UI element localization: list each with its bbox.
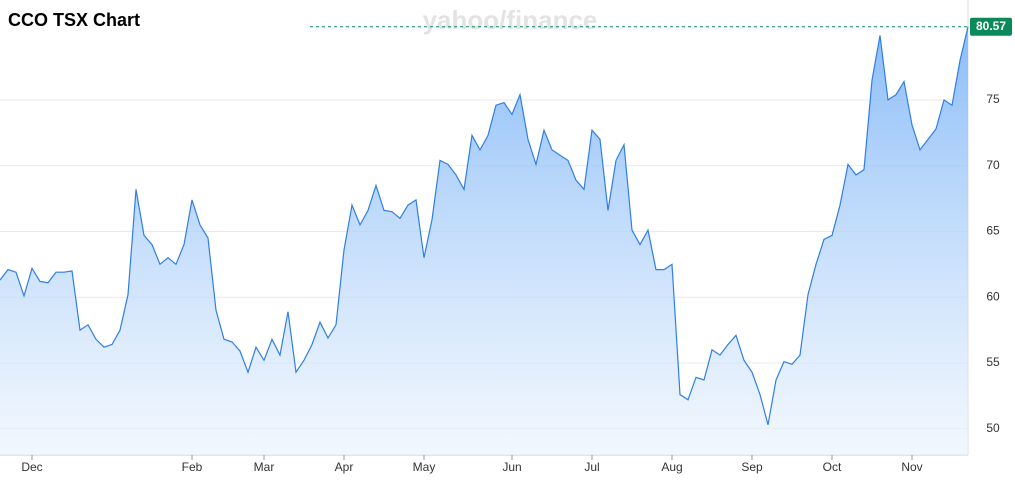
x-tick-label: Apr xyxy=(335,460,354,474)
x-tick-label: Nov xyxy=(901,460,922,474)
y-tick-label: 70 xyxy=(986,158,1000,172)
x-tick-label: Oct xyxy=(823,460,842,474)
y-tick-label: 60 xyxy=(986,289,1000,303)
x-tick-label: Jun xyxy=(502,460,521,474)
y-tick-label: 50 xyxy=(986,421,1000,435)
y-tick-label: 75 xyxy=(986,92,1000,106)
x-tick-label: Jul xyxy=(584,460,599,474)
y-tick-label: 65 xyxy=(986,224,1000,238)
last-price-box xyxy=(970,17,1012,36)
x-tick-label: Aug xyxy=(661,460,682,474)
last-price-label: 80.57 xyxy=(976,19,1006,33)
y-tick-label: 55 xyxy=(986,355,1000,369)
x-tick-label: Mar xyxy=(254,460,275,474)
x-tick-label: May xyxy=(413,460,436,474)
x-tick-label: Sep xyxy=(741,460,763,474)
price-line xyxy=(0,26,969,425)
chart-title: CCO TSX Chart xyxy=(8,10,140,30)
watermark: yahoo/finance xyxy=(423,5,598,35)
x-tick-label: Dec xyxy=(21,460,42,474)
x-tick-label: Feb xyxy=(182,460,203,474)
